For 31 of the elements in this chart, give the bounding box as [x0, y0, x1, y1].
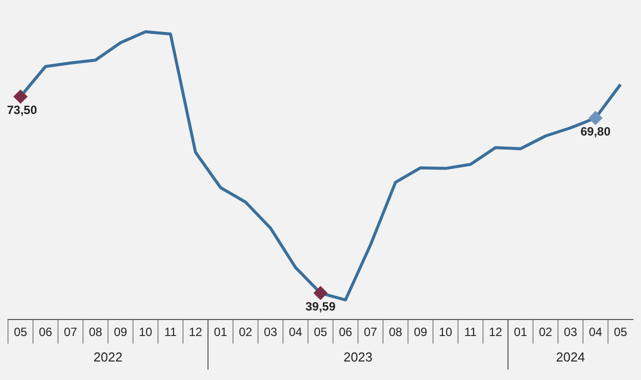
x-tick-label: 09 — [114, 325, 128, 340]
x-tick-label: 10 — [138, 325, 152, 340]
x-tick-label: 07 — [364, 325, 378, 340]
data-label: 73,50 — [6, 102, 38, 117]
x-tick-label: 06 — [338, 325, 352, 340]
x-tick-label: 11 — [464, 325, 478, 340]
x-tick-label: 03 — [264, 325, 278, 340]
x-tick-label: 08 — [88, 325, 102, 340]
x-tick-label: 06 — [38, 325, 52, 340]
x-tick-label: 07 — [64, 325, 78, 340]
text: 2023 — [344, 350, 372, 365]
x-tick-label: 05 — [614, 325, 628, 340]
text: 2022 — [94, 350, 122, 365]
x-tick-label: 09 — [414, 325, 428, 340]
x-tick-label: 10 — [438, 325, 452, 340]
x-tick-label: 05 — [14, 325, 28, 340]
text: 2024 — [556, 350, 585, 365]
data-label: 69,80 — [580, 124, 611, 138]
x-tick-label: 11 — [164, 325, 178, 340]
x-tick-label: 01 — [514, 325, 528, 340]
x-tick-label: 08 — [388, 325, 402, 340]
x-tick-label: 12 — [188, 325, 202, 340]
x-tick-label: 03 — [564, 325, 578, 340]
x-tick-label: 04 — [588, 325, 602, 340]
x-tick-label: 02 — [538, 325, 552, 340]
x-tick-label: 01 — [214, 325, 228, 340]
data-label: 39,59 — [305, 299, 336, 314]
x-tick-label: 12 — [488, 325, 502, 340]
x-tick-label: 02 — [238, 325, 252, 340]
x-tick-label: 05 — [314, 325, 328, 340]
x-tick-label: 04 — [288, 325, 302, 340]
